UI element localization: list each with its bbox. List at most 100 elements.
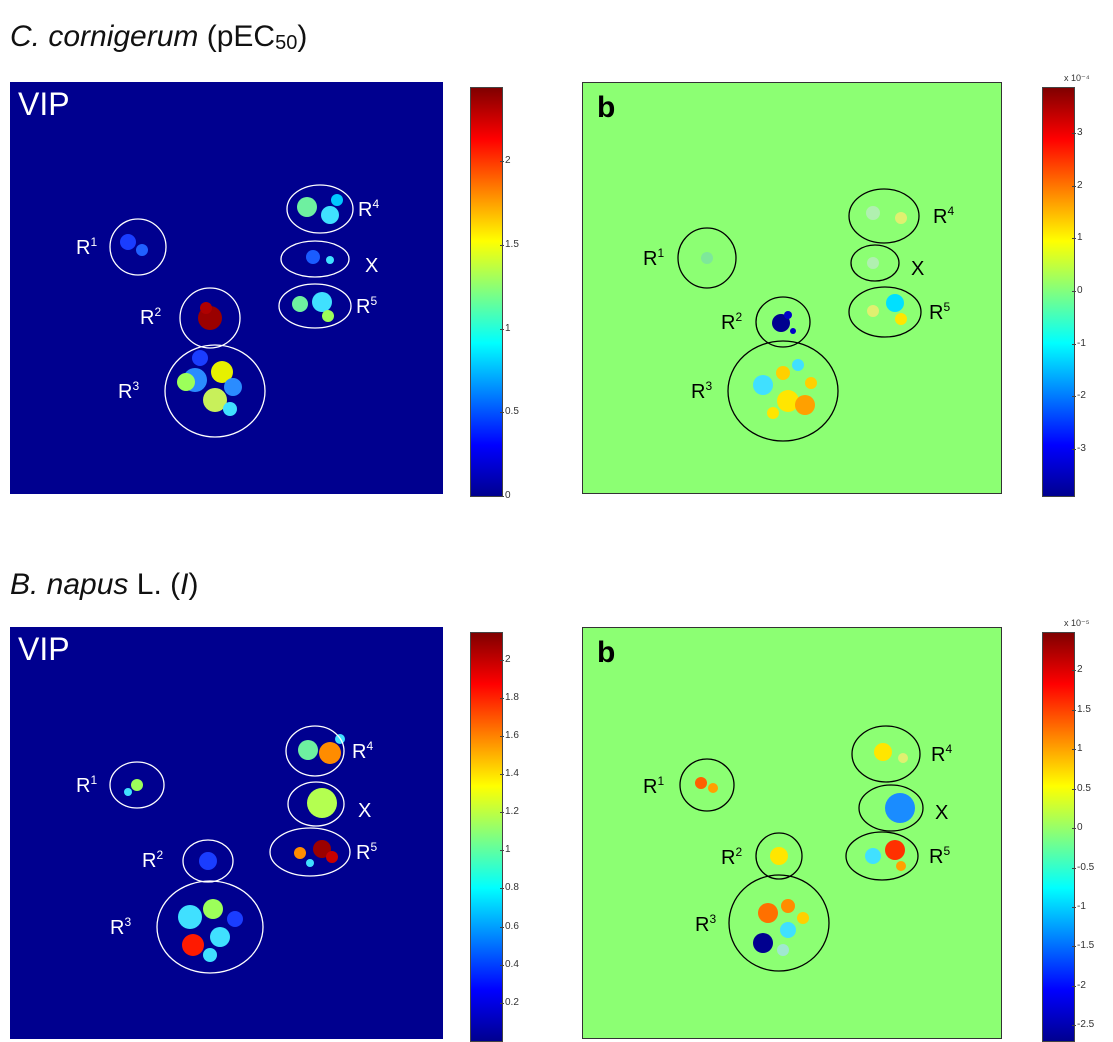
heat-spot	[896, 861, 906, 871]
heat-spot	[131, 779, 143, 791]
colorbar-tick-label: -2	[1072, 390, 1086, 402]
heat-spot	[790, 328, 796, 334]
heat-spot	[767, 407, 779, 419]
region-outline	[848, 286, 922, 338]
vip-map-2: R1 R2 R3 R4 X R5 VIP	[10, 627, 443, 1039]
heat-spot	[695, 777, 707, 789]
region-label: R3	[118, 379, 139, 403]
heat-spot	[331, 194, 343, 206]
heat-spot	[192, 350, 208, 366]
map-canvas: R1 R2 R3 R4 X R5	[76, 725, 377, 974]
heat-spot	[753, 375, 773, 395]
region-outline	[845, 831, 919, 881]
region-label: R4	[358, 197, 379, 221]
region-outline	[280, 240, 350, 278]
region-label: R5	[929, 844, 950, 868]
region-outline	[755, 296, 811, 348]
heat-spot	[867, 257, 879, 269]
heat-spot	[200, 302, 212, 314]
colorbar-tick-label: 1.5	[500, 238, 519, 250]
heat-spot	[701, 252, 713, 264]
region-outline	[109, 761, 165, 809]
title-subscript: 50	[275, 32, 298, 54]
region-label: R4	[933, 204, 954, 228]
region-label: X	[911, 258, 924, 280]
region-label: R2	[721, 310, 742, 334]
colorbar	[1042, 632, 1075, 1042]
heat-spot	[177, 373, 195, 391]
region-outline	[858, 784, 924, 832]
vip-map-1: R1 R2 R3 R4 X R5 VIP	[10, 82, 443, 494]
heat-spot	[312, 292, 332, 312]
region-label: R3	[695, 912, 716, 936]
colorbar-tick-label: 0.5	[1072, 782, 1091, 794]
colorbar-tick-label: 0	[500, 490, 511, 501]
map-canvas: R1 R2 R3 R4 X R5	[643, 725, 952, 972]
heat-spot	[874, 743, 892, 761]
region-label: R3	[691, 379, 712, 403]
colorbar-tick-label: -2.5	[1071, 1019, 1095, 1031]
heat-spot	[895, 313, 907, 325]
colorbar-tick-label: -0.5	[1071, 861, 1095, 873]
heat-spot	[203, 388, 227, 412]
colorbar-tick-label: 2	[1072, 664, 1083, 676]
heat-spot	[777, 944, 789, 956]
region-label: R2	[142, 848, 163, 872]
region-label: R5	[356, 840, 377, 864]
heat-spot	[224, 378, 242, 396]
heat-spot	[758, 903, 778, 923]
region-outline	[286, 184, 354, 234]
colorbar-tick-label: 1	[1072, 232, 1083, 244]
colorbar	[1042, 87, 1075, 497]
heat-spot	[780, 922, 796, 938]
region-label: R2	[721, 845, 742, 869]
title-open: L. (	[128, 568, 181, 601]
title-open: (pEC	[198, 20, 276, 53]
panel-label: VIP	[18, 631, 70, 667]
species-name: B. napus	[10, 568, 129, 601]
heat-spot	[313, 840, 331, 858]
region-outline	[677, 227, 737, 289]
colorbar-tick-label: 2	[1072, 179, 1083, 191]
colorbar-exponent: x 10⁻⁵	[1064, 618, 1090, 628]
region-label: R5	[356, 294, 377, 318]
region-label: R3	[110, 915, 131, 939]
heat-spot	[781, 899, 795, 913]
colorbar-tick-label: -3	[1072, 442, 1086, 454]
colorbar	[470, 87, 503, 497]
colorbar-tick-label: -2	[1072, 979, 1086, 991]
heat-spot	[885, 840, 905, 860]
heat-spot	[753, 933, 773, 953]
colorbar-exponent: x 10⁻⁴	[1064, 73, 1090, 83]
region-outline	[182, 839, 234, 883]
title-close: )	[188, 568, 199, 601]
colorbar-tick-label: 2	[500, 155, 511, 167]
region-outline	[287, 781, 345, 827]
colorbar-tick-label: 1	[500, 844, 511, 856]
heat-spot	[294, 847, 306, 859]
heat-spot	[708, 783, 718, 793]
heat-spot	[326, 256, 334, 264]
region-label: R1	[643, 774, 664, 798]
b-map-2: R1 R2 R3 R4 X R5 b	[582, 627, 1002, 1039]
colorbar-tick-label: 0.4	[500, 958, 519, 970]
colorbar-tick-label: 2	[500, 653, 511, 665]
heat-spot	[227, 911, 243, 927]
heat-spot	[867, 305, 879, 317]
heat-spot	[124, 788, 132, 796]
region-outline	[727, 340, 839, 442]
region-label: R4	[931, 742, 952, 766]
heat-spot	[203, 948, 217, 962]
colorbar-tick-label: 0.5	[500, 406, 519, 418]
heat-spot	[182, 934, 204, 956]
heat-spot	[199, 852, 217, 870]
region-label: X	[365, 255, 378, 277]
colorbar-tick-label: 0.8	[500, 882, 519, 894]
colorbar-tick-label: 0	[1072, 285, 1083, 296]
heat-spot	[784, 311, 792, 319]
colorbar-tick-label: 1.2	[500, 806, 519, 818]
heat-spot	[797, 912, 809, 924]
region-outline	[179, 287, 241, 349]
colorbar-tick-label: -1	[1072, 900, 1086, 912]
panel-label: VIP	[18, 86, 70, 122]
